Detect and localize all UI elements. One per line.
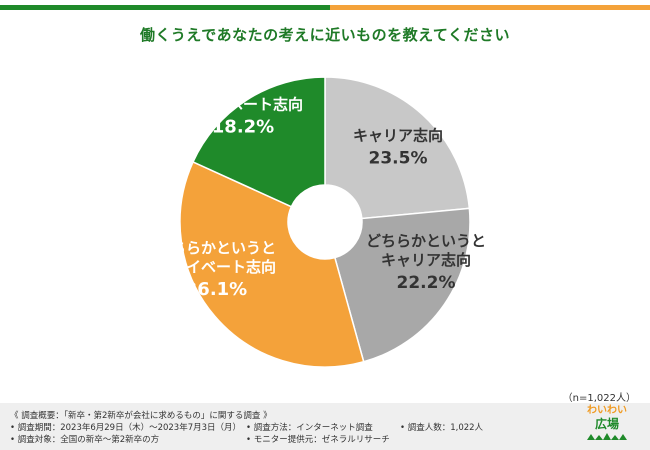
donut-chart: キャリア志向23.5%どちらかというとキャリア志向22.2%どちらかというとプラ… — [156, 76, 487, 368]
survey-method: • 調査方法：インターネット調査 — [246, 423, 373, 433]
slice-label-3-line-1: どちらかというと — [156, 239, 276, 257]
survey-target: • 調査対象：全国の新卒～第2新卒の方 — [10, 435, 160, 445]
donut-slice-4 — [192, 76, 326, 208]
survey-outline: 《 調査概要：「新卒・第2新卒が会社に求めるもの」に関する調査 》 — [10, 411, 272, 421]
logo-grass-icon — [587, 433, 627, 440]
survey-footer: 《 調査概要：「新卒・第2新卒が会社に求めるもの」に関する調査 》 • 調査期間… — [0, 403, 650, 450]
logo-line-2: 広場 — [594, 417, 619, 431]
slice-label-3-line-2: プライベート志向 — [156, 258, 276, 276]
chart-title: 働くうえであなたの考えに近いものを教えてください — [140, 26, 510, 44]
slice-label-4-line-1: プライベート志向 — [183, 96, 303, 114]
header-bar-green — [0, 5, 330, 10]
survey-provider: • モニター提供元：ゼネラルリサーチ — [246, 435, 390, 445]
slice-label-2-line-2: キャリア志向 — [381, 251, 471, 269]
donut-slice-2 — [333, 207, 471, 363]
slice-label-1-line-1: キャリア志向 — [353, 127, 443, 145]
header-bar-orange — [330, 5, 650, 10]
donut-slice-3 — [179, 160, 365, 368]
sample-size: （n=1,022人） — [562, 393, 636, 404]
waiwai-hiroba-logo: わいわい 広場 — [582, 405, 632, 447]
slice-label-2-line-1: どちらかというと — [366, 232, 486, 250]
logo-line-1: わいわい — [587, 405, 627, 416]
slice-value-1: 23.5% — [369, 149, 428, 169]
slice-value-3: 36.1% — [185, 279, 247, 300]
donut-slice-1 — [324, 76, 471, 220]
survey-respondents: • 調査人数：1,022人 — [400, 423, 484, 433]
slice-value-4: 18.2% — [212, 117, 274, 138]
survey-period: • 調査期間：2023年6月29日（木）～2023年7月3日（月） — [10, 423, 242, 433]
slice-value-2: 22.2% — [397, 273, 456, 293]
